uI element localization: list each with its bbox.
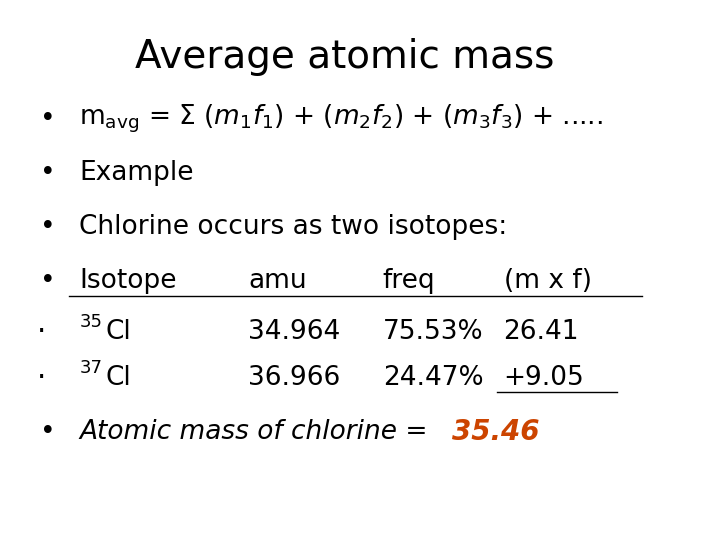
Text: •: • [40,106,56,132]
Text: +9.05: +9.05 [503,365,585,391]
Text: 35: 35 [79,313,102,332]
Text: •: • [40,214,56,240]
Text: ·: · [37,364,46,392]
Text: 75.53%: 75.53% [383,319,484,345]
Text: Atomic mass of chlorine =: Atomic mass of chlorine = [79,419,436,445]
Text: 24.47%: 24.47% [383,365,484,391]
Text: 34.964: 34.964 [248,319,341,345]
Text: 37: 37 [79,359,102,377]
Text: freq: freq [383,268,436,294]
Text: •: • [40,268,56,294]
Text: ·: · [37,318,46,346]
Text: Example: Example [79,160,194,186]
Text: amu: amu [248,268,307,294]
Text: •: • [40,160,56,186]
Text: •: • [40,419,56,445]
Text: (m x f): (m x f) [503,268,592,294]
Text: Average atomic mass: Average atomic mass [135,38,554,76]
Text: $\mathregular{m_{avg}}$ = $\Sigma$ ($\mathit{m_1f_1}$) + ($\mathit{m_2f_2}$) + (: $\mathregular{m_{avg}}$ = $\Sigma$ ($\ma… [79,103,603,135]
Text: Cl: Cl [106,319,131,345]
Text: Cl: Cl [106,365,131,391]
Text: Chlorine occurs as two isotopes:: Chlorine occurs as two isotopes: [79,214,508,240]
Text: Isotope: Isotope [79,268,177,294]
Text: 36.966: 36.966 [248,365,341,391]
Text: 35.46: 35.46 [452,418,539,446]
Text: 26.41: 26.41 [503,319,579,345]
